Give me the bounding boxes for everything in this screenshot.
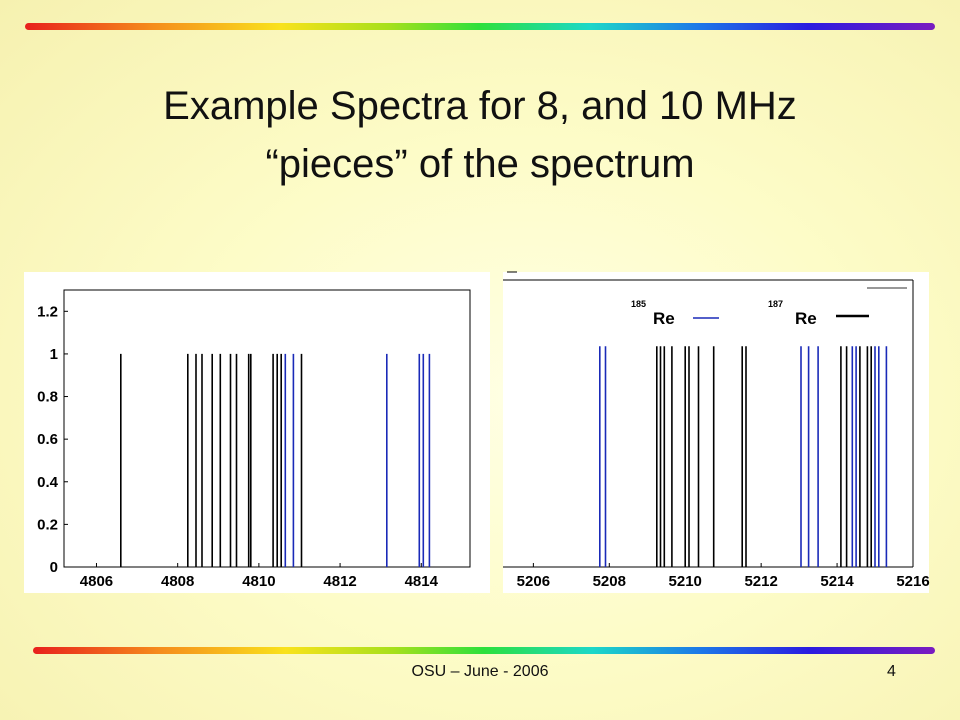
slide-title-line-2: “pieces” of the spectrum: [265, 142, 695, 186]
legend-187-sup: 187: [768, 299, 783, 309]
legend-187-label: Re: [795, 309, 817, 328]
left-y-tick-label: 0: [50, 559, 58, 576]
spectrum-right-svg: 5206 5208 5210 5212 5214 5216 185 Re 187 Re: [503, 271, 930, 590]
right-x-tick-label: 5206: [517, 573, 550, 590]
legend-185-label: Re: [653, 309, 675, 328]
legend-185-sup: 185: [631, 299, 646, 309]
right-x-tick-label: 5216: [896, 573, 929, 590]
right-x-tick-label: 5208: [593, 573, 626, 590]
top-rainbow-rule: [25, 23, 935, 30]
footer-text: OSU – June - 2006: [411, 663, 549, 680]
left-y-tick-label: 0.4: [37, 474, 59, 491]
right-x-tick-label: 5212: [744, 573, 777, 590]
left-x-tick-label: 4810: [242, 573, 275, 590]
left-y-tick-label: 0.6: [37, 431, 58, 448]
right-x-tick-label: 5214: [820, 573, 854, 590]
left-y-tick-label: 0.2: [37, 516, 58, 533]
page-number: 4: [887, 663, 896, 680]
spectrum-chart-left: 4806 4808 4810 4812 4814 0 0.2 0.4 0.6 0.8 1 1.2: [24, 272, 490, 593]
right-x-tick-label: 5210: [669, 573, 702, 590]
left-x-tick-label: 4814: [405, 573, 439, 590]
spectrum-chart-right: 5206 5208 5210 5212 5214 5216 185 Re 187 Re: [503, 271, 930, 593]
spectrum-left-svg: 4806 4808 4810 4812 4814 0 0.2 0.4 0.6 0.8 1 1.2: [37, 289, 471, 590]
bottom-rainbow-rule: [33, 647, 935, 654]
left-y-tick-label: 1.2: [37, 303, 58, 320]
legend: 185 Re 187 Re: [631, 299, 869, 328]
left-y-tick-label: 0.8: [37, 389, 58, 406]
plot-frame-left: [63, 289, 471, 568]
slide-title-line-1: Example Spectra for 8, and 10 MHz: [163, 84, 797, 128]
left-x-tick-label: 4812: [323, 573, 356, 590]
left-x-tick-label: 4808: [161, 573, 194, 590]
left-x-tick-label: 4806: [80, 573, 113, 590]
left-y-tick-label: 1: [50, 346, 58, 363]
